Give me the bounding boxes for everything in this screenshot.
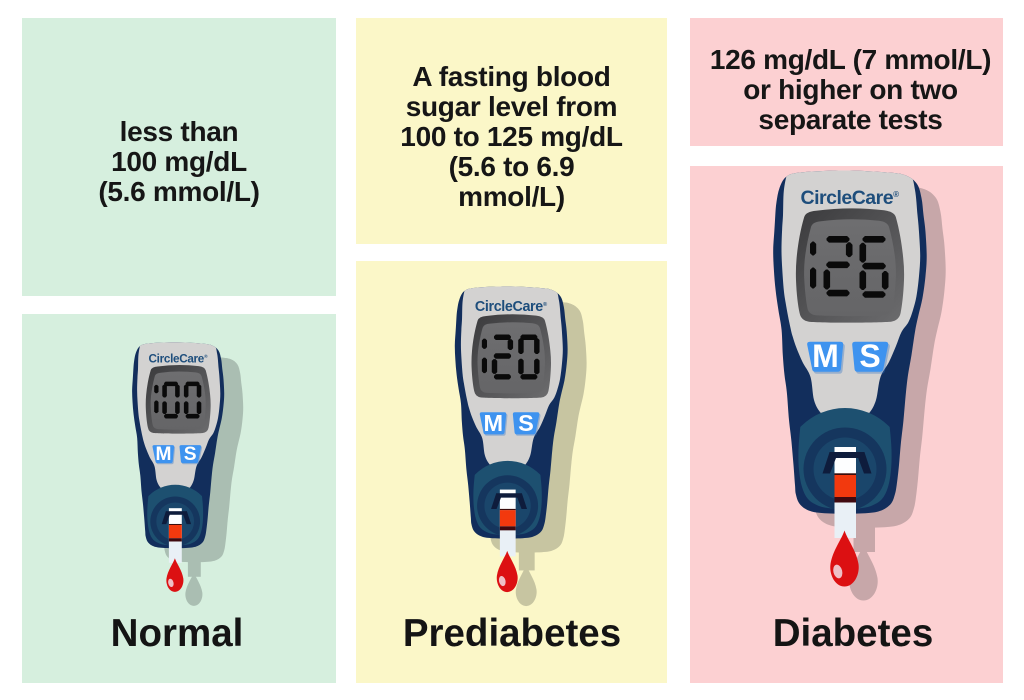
svg-text:M: M [812, 338, 839, 374]
svg-text:S: S [518, 410, 534, 436]
svg-text:CircleCare®: CircleCare® [475, 299, 548, 315]
svg-text:S: S [184, 444, 197, 465]
svg-text:CircleCare®: CircleCare® [801, 187, 900, 209]
svg-text:M: M [483, 410, 503, 436]
svg-text:M: M [155, 444, 171, 465]
svg-text:CircleCare®: CircleCare® [148, 353, 207, 366]
svg-text:S: S [859, 338, 880, 374]
